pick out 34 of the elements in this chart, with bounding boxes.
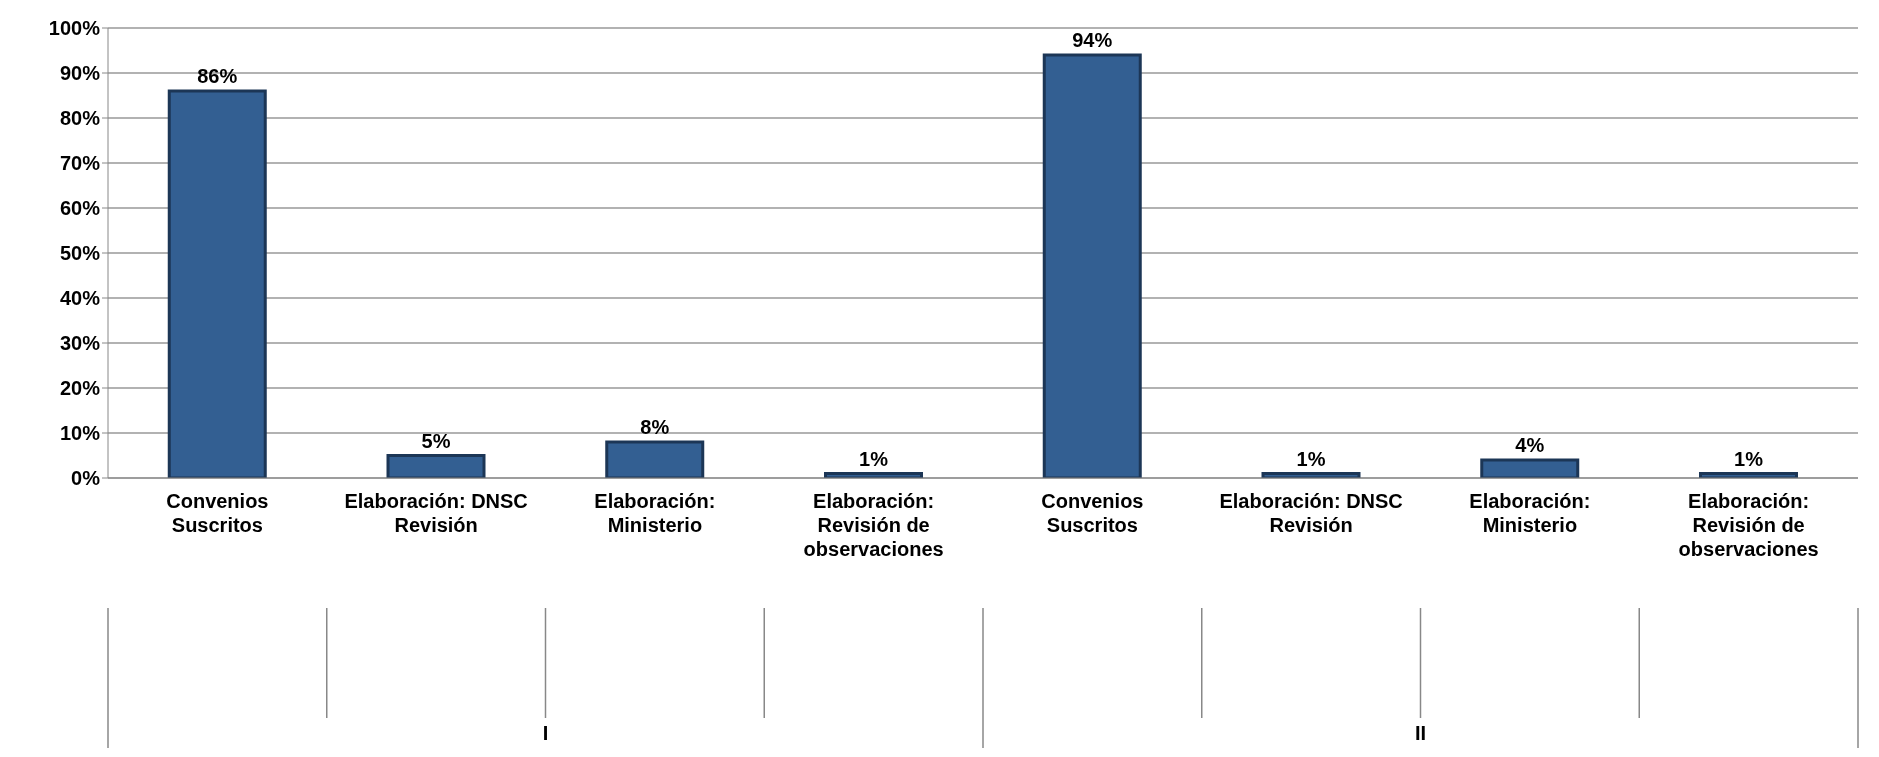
y-tick-label: 30% <box>59 332 101 355</box>
y-tick-label: 20% <box>59 377 101 400</box>
y-tick-label: 100% <box>48 17 101 40</box>
data-label: 5% <box>421 429 451 452</box>
x-tick-label: Elaboración: Revisión de observaciones <box>803 490 944 560</box>
y-tick-label: 70% <box>59 152 101 175</box>
y-tick-label: 10% <box>59 422 101 445</box>
x-tick-label: Convenios Suscritos <box>166 490 269 536</box>
text: I <box>542 722 549 744</box>
data-label: 1% <box>859 447 889 470</box>
text: II <box>1414 722 1427 744</box>
bar <box>1480 458 1580 478</box>
y-tick-label: 80% <box>59 107 101 130</box>
data-label: 86% <box>197 65 238 87</box>
x-tick-label: Elaboración: Revisión de observaciones <box>1678 490 1819 560</box>
bar <box>1042 53 1142 478</box>
data-label: 8% <box>640 416 670 438</box>
y-tick-label: 50% <box>59 242 101 265</box>
bar <box>167 89 267 478</box>
x-tick-label: Convenios Suscritos <box>1041 490 1144 536</box>
bar <box>605 440 705 478</box>
bar <box>386 454 486 478</box>
x-tick-label: Elaboración: DNSC Revisión <box>1219 490 1403 536</box>
x-tick-label: Elaboración: Ministerio <box>594 490 716 536</box>
x-tick-label: Elaboración: Ministerio <box>1469 490 1591 536</box>
data-label: 4% <box>1515 434 1545 456</box>
data-label: 1% <box>1734 447 1764 470</box>
y-tick-label: 0% <box>71 467 101 490</box>
y-tick-label: 90% <box>59 62 101 85</box>
y-tick-label: 60% <box>59 197 101 220</box>
x-tick-label: Elaboración: DNSC Revisión <box>344 490 528 536</box>
data-label: 1% <box>1296 447 1326 470</box>
data-label: 94% <box>1072 29 1113 51</box>
y-tick-label: 40% <box>59 287 101 310</box>
